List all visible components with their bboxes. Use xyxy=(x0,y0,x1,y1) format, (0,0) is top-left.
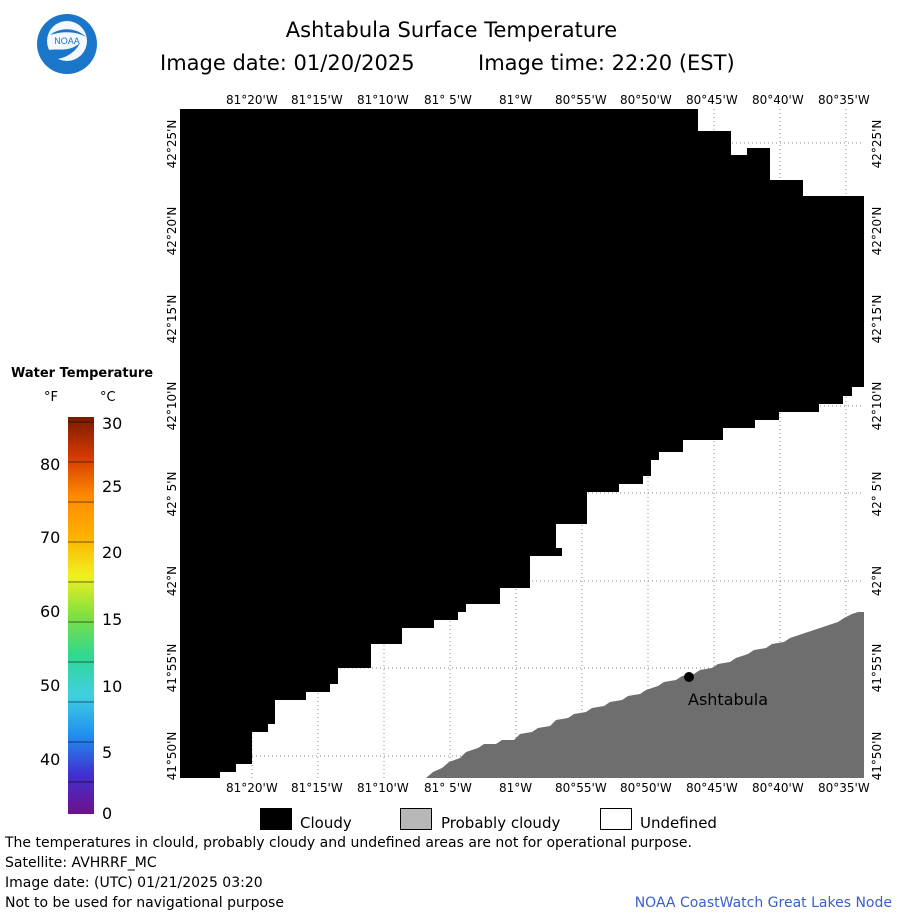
lat-label-left: 42° 5'N xyxy=(165,471,179,517)
colorbar-unit-f: °F xyxy=(44,390,58,405)
lon-label-bottom: 80°50'W xyxy=(620,781,672,795)
lon-label-bottom: 80°45'W xyxy=(686,781,738,795)
lon-label-top: 81°20'W xyxy=(226,93,278,107)
legend-swatch-probably-cloudy xyxy=(400,808,432,830)
lat-label-right: 42° 5'N xyxy=(870,471,884,517)
lat-label-left: 42°15'N xyxy=(165,294,179,344)
footer-navigation: Not to be used for navigational purpose xyxy=(5,895,284,911)
image-time-label: Image time: 22:20 (EST) xyxy=(478,51,735,75)
map-title: Ashtabula Surface Temperature xyxy=(285,18,618,42)
lat-label-left: 42°20'N xyxy=(165,206,179,256)
lon-label-bottom: 81°20'W xyxy=(226,781,278,795)
colorbar-c-tick: 20 xyxy=(102,543,123,562)
footer-note: The temperatures in clould, probably clo… xyxy=(5,835,692,851)
noaa-logo: NOAA xyxy=(36,13,98,75)
footer-utc-date: Image date: (UTC) 01/21/2025 03:20 xyxy=(5,875,263,891)
ashtabula-marker xyxy=(684,672,694,682)
undefined-region xyxy=(180,109,864,778)
legend-label-cloudy: Cloudy xyxy=(300,814,352,832)
legend-swatch-undefined xyxy=(600,808,632,830)
lon-label-top: 81°15'W xyxy=(291,93,343,107)
lon-label-top: 80°50'W xyxy=(620,93,672,107)
lon-label-top: 81° 5'W xyxy=(424,93,472,107)
colorbar-f-tick: 70 xyxy=(40,528,61,547)
colorbar-gradient xyxy=(68,417,94,814)
lat-lon-grid xyxy=(180,109,864,778)
colorbar-f-tick: 50 xyxy=(40,676,61,695)
lon-label-bottom: 80°35'W xyxy=(818,781,870,795)
lat-label-right: 41°50'N xyxy=(870,731,884,781)
legend-swatch-cloudy xyxy=(260,808,292,830)
footer-credit: NOAA CoastWatch Great Lakes Node xyxy=(634,895,892,911)
lon-label-top: 81°10'W xyxy=(357,93,409,107)
legend-label-undefined: Undefined xyxy=(640,814,717,832)
logo-text: NOAA xyxy=(54,36,80,46)
lon-label-top: 80°35'W xyxy=(818,93,870,107)
lon-label-bottom: 81°15'W xyxy=(291,781,343,795)
lat-label-right: 42°25'N xyxy=(870,119,884,169)
colorbar-f-tick: 40 xyxy=(40,750,61,769)
lon-label-bottom: 80°40'W xyxy=(752,781,804,795)
colorbar-f-tick: 60 xyxy=(40,602,61,621)
ashtabula-label: Ashtabula xyxy=(688,690,769,709)
lon-label-bottom: 80°55'W xyxy=(555,781,607,795)
colorbar-c-tick: 5 xyxy=(102,743,113,762)
lat-label-right: 42°10'N xyxy=(870,381,884,431)
lat-label-right: 42°15'N xyxy=(870,294,884,344)
probably-cloudy-region xyxy=(426,612,864,778)
colorbar-f-tick: 80 xyxy=(40,455,61,474)
colorbar-c-tick: 0 xyxy=(102,804,113,823)
lon-label-top: 80°40'W xyxy=(752,93,804,107)
colorbar-unit-c: °C xyxy=(100,390,116,405)
lat-label-left: 41°50'N xyxy=(165,731,179,781)
lon-label-bottom: 81°10'W xyxy=(357,781,409,795)
lat-label-left: 42°N xyxy=(165,565,179,597)
lon-label-top: 80°55'W xyxy=(555,93,607,107)
colorbar-c-tick: 30 xyxy=(102,414,123,433)
colorbar-c-tick: 10 xyxy=(102,677,123,696)
lat-label-right: 42°N xyxy=(870,565,884,597)
lat-label-left: 41°55'N xyxy=(165,643,179,693)
image-date-label: Image date: 01/20/2025 xyxy=(160,51,415,75)
lat-label-right: 41°55'N xyxy=(870,643,884,693)
lon-label-top: 81°W xyxy=(499,93,533,107)
legend-label-probably-cloudy: Probably cloudy xyxy=(441,814,561,832)
colorbar-c-tick: 15 xyxy=(102,610,123,629)
footer-satellite: Satellite: AVHRRF_MC xyxy=(5,855,157,871)
lat-label-left: 42°10'N xyxy=(165,381,179,431)
lon-label-bottom: 81°W xyxy=(499,781,533,795)
lat-label-left: 42°25'N xyxy=(165,119,179,169)
cloudy-region xyxy=(180,109,864,778)
colorbar-title: Water Temperature xyxy=(11,366,154,381)
lon-label-bottom: 81° 5'W xyxy=(424,781,472,795)
lat-label-right: 42°20'N xyxy=(870,206,884,256)
colorbar-c-tick: 25 xyxy=(102,477,123,496)
lon-label-top: 80°45'W xyxy=(686,93,738,107)
